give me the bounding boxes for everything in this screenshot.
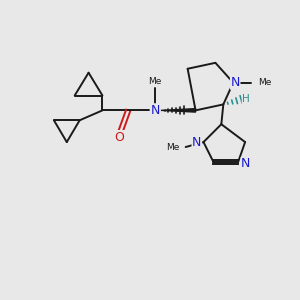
- Text: N: N: [150, 104, 160, 117]
- Text: Me: Me: [258, 78, 272, 87]
- Text: N: N: [230, 76, 240, 89]
- Text: Me: Me: [148, 77, 162, 86]
- Text: O: O: [114, 130, 124, 144]
- Text: N: N: [241, 158, 250, 170]
- Polygon shape: [161, 109, 196, 112]
- Text: Me: Me: [166, 142, 180, 152]
- Text: H: H: [242, 94, 250, 104]
- Text: N: N: [192, 136, 202, 148]
